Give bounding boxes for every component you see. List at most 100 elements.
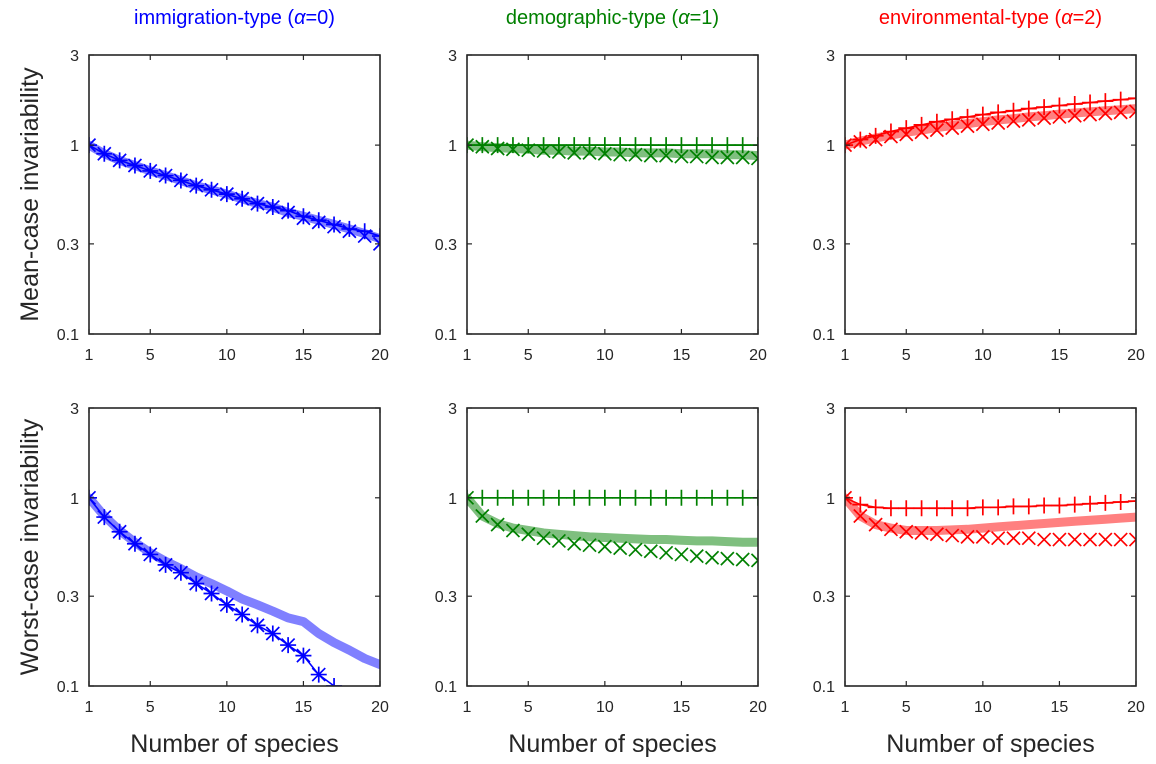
cross-marker xyxy=(204,586,219,601)
cross-marker xyxy=(960,529,975,544)
cross-marker xyxy=(521,527,536,542)
y-tick-label: 0.1 xyxy=(813,679,835,696)
plus-marker xyxy=(944,500,961,517)
cross-marker xyxy=(689,549,704,564)
cross-marker xyxy=(311,215,326,230)
cross-marker xyxy=(735,552,750,567)
cross-marker xyxy=(689,149,704,164)
cross-marker xyxy=(567,536,582,551)
cross-marker xyxy=(1021,531,1036,546)
cross-marker xyxy=(127,158,143,173)
cross-marker xyxy=(1082,532,1098,547)
y-tick-label: 3 xyxy=(826,401,835,418)
cross-marker xyxy=(158,557,173,573)
plus-marker xyxy=(990,499,1007,516)
y-tick-label: 0.1 xyxy=(435,327,457,344)
cross-marker xyxy=(112,153,127,168)
cross-series xyxy=(845,104,1136,153)
cross-marker xyxy=(250,196,265,211)
cross-marker xyxy=(720,551,735,566)
y-tick-label: 0.3 xyxy=(57,589,79,606)
cross-marker xyxy=(853,508,868,524)
cross-marker xyxy=(914,125,929,140)
axes-box xyxy=(88,407,381,687)
x-tick-label: 10 xyxy=(218,699,236,716)
cross-marker xyxy=(490,517,505,532)
plus-marker xyxy=(1051,97,1068,114)
x-tick-label: 5 xyxy=(524,347,533,364)
plus-marker xyxy=(734,137,751,154)
cross-marker xyxy=(868,517,883,532)
plus-marker xyxy=(867,127,884,144)
plus-marker xyxy=(642,137,659,154)
x-tick-label: 10 xyxy=(974,347,992,364)
plus-marker xyxy=(944,111,961,128)
plus-marker xyxy=(467,489,475,506)
y-axis-label: Worst-case invariability xyxy=(16,418,44,675)
cross-series xyxy=(89,138,380,251)
cross-marker xyxy=(97,509,112,525)
cross-marker xyxy=(536,531,551,546)
cross-marker xyxy=(1128,104,1136,119)
x-tick-label: 20 xyxy=(749,699,767,716)
column-title-prefix: demographic-type ( xyxy=(506,7,679,29)
cross-marker xyxy=(582,538,597,553)
plus-marker xyxy=(1020,498,1037,515)
x-tick-label: 15 xyxy=(673,347,691,364)
plus-marker xyxy=(750,489,758,506)
plus-marker xyxy=(89,137,97,154)
plus-marker xyxy=(310,212,327,229)
cross-marker xyxy=(372,236,380,251)
cross-marker xyxy=(975,117,990,132)
plus-marker xyxy=(627,489,644,506)
x-axis-label: Number of species xyxy=(130,730,338,758)
plus-marker xyxy=(719,137,736,154)
plus-marker xyxy=(959,500,976,517)
plot-area xyxy=(845,90,1136,154)
y-tick-label: 0.3 xyxy=(57,237,79,254)
plus-series xyxy=(89,489,343,686)
plus-marker xyxy=(474,489,491,506)
x-tick-label: 20 xyxy=(371,347,389,364)
x-tick-label: 5 xyxy=(146,699,155,716)
cross-marker xyxy=(899,127,914,142)
cross-marker xyxy=(357,228,372,244)
plus-marker xyxy=(1051,497,1068,514)
y-tick-label: 3 xyxy=(448,48,457,65)
y-tick-label: 1 xyxy=(70,138,79,155)
y-tick-label: 3 xyxy=(70,48,79,65)
x-tick-label: 1 xyxy=(841,347,850,364)
plus-marker xyxy=(596,137,613,154)
cross-marker xyxy=(311,667,326,682)
y-tick-label: 0.1 xyxy=(57,679,79,696)
plus-marker xyxy=(867,499,884,516)
cross-marker xyxy=(1067,532,1082,547)
cross-marker xyxy=(281,637,296,653)
plus-marker xyxy=(1128,90,1136,107)
plus-marker xyxy=(974,499,991,516)
y-tick-label: 0.1 xyxy=(813,327,835,344)
cross-marker xyxy=(204,182,219,197)
plus-marker xyxy=(520,489,537,506)
cross-marker xyxy=(720,150,735,165)
cross-marker xyxy=(296,648,311,663)
cross-marker xyxy=(845,490,853,505)
cross-marker xyxy=(1037,111,1052,126)
cross-marker xyxy=(1113,532,1128,547)
plus-marker xyxy=(372,228,380,245)
plus-marker xyxy=(1005,102,1022,119)
cross-marker xyxy=(265,626,280,641)
y-tick-label: 1 xyxy=(826,138,835,155)
column-title-prefix: immigration-type ( xyxy=(134,7,294,29)
plus-marker xyxy=(1097,494,1114,511)
x-tick-label: 20 xyxy=(371,699,389,716)
cross-marker xyxy=(597,146,612,161)
x-tick-label: 1 xyxy=(841,699,850,716)
plus-marker xyxy=(1112,91,1129,108)
cross-marker xyxy=(127,536,143,551)
plus-marker xyxy=(974,106,991,123)
cross-marker xyxy=(628,147,643,162)
x-tick-label: 10 xyxy=(596,699,614,716)
cross-marker xyxy=(1052,532,1067,547)
